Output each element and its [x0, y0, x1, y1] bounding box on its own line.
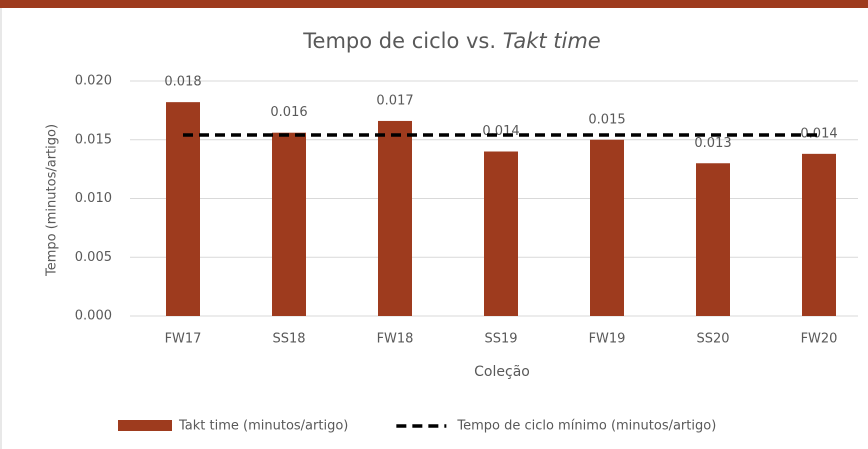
data-label: 0.014 — [800, 126, 837, 141]
y-tick-label: 0.010 — [75, 191, 112, 206]
title-part: Takt time — [503, 29, 601, 53]
x-tick-label: SS18 — [272, 332, 305, 347]
bar — [590, 139, 624, 316]
chart-title: Tempo de ciclo vs. Takt time — [302, 29, 600, 53]
y-axis-label: Tempo (minutos/artigo) — [45, 124, 60, 277]
x-tick-label: FW20 — [801, 332, 838, 347]
bar — [484, 151, 518, 316]
data-label: 0.016 — [270, 105, 307, 120]
bar — [272, 132, 306, 316]
x-tick-label: FW19 — [589, 332, 626, 347]
y-tick-label: 0.020 — [75, 74, 112, 89]
data-label: 0.015 — [588, 112, 625, 127]
top-banner — [0, 0, 868, 8]
x-tick-label: SS19 — [484, 332, 517, 347]
bar — [696, 163, 730, 316]
x-tick-label: FW17 — [165, 332, 202, 347]
data-label: 0.018 — [164, 75, 201, 90]
legend-swatch — [118, 420, 172, 431]
bar — [166, 102, 200, 317]
y-tick-label: 0.015 — [75, 132, 112, 147]
data-label: 0.017 — [376, 93, 413, 108]
title-part: Tempo de ciclo vs. — [302, 29, 502, 53]
bar — [378, 120, 412, 316]
x-tick-label: FW18 — [377, 332, 414, 347]
y-tick-label: 0.000 — [75, 309, 112, 324]
x-axis-label: Coleção — [474, 364, 530, 380]
legend-label: Tempo de ciclo mínimo (minutos/artigo) — [456, 419, 716, 434]
x-tick-label: SS20 — [696, 332, 729, 347]
legend-label: Takt time (minutos/artigo) — [178, 419, 348, 434]
y-tick-label: 0.005 — [75, 250, 112, 265]
bar — [802, 153, 836, 316]
data-label: 0.013 — [694, 136, 731, 151]
